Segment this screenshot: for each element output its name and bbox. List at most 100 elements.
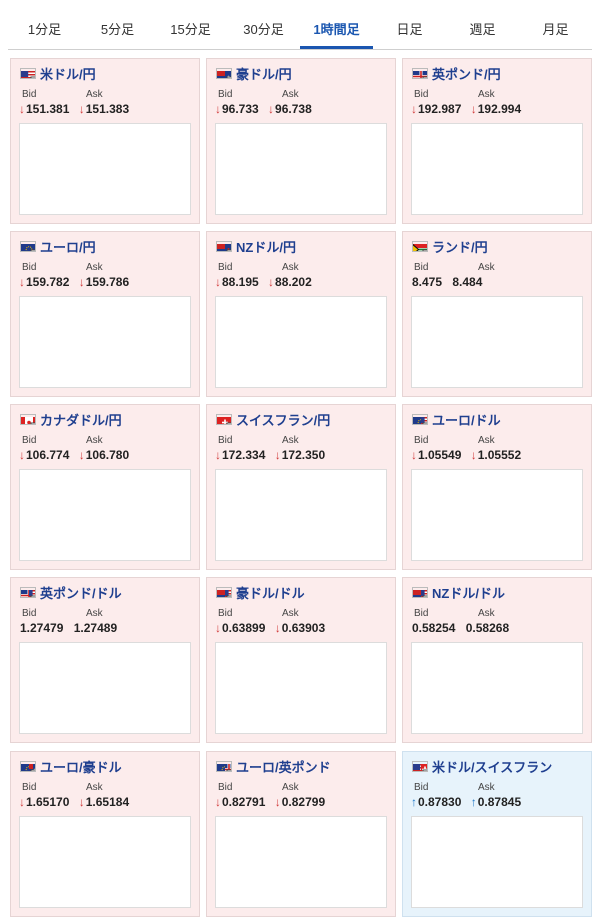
price-chart[interactable] (19, 469, 191, 561)
price-direction-icon: ↓ (78, 795, 85, 809)
currency-card[interactable]: 1.651.6451.641.63516:004:0016:00 ユーロ/豪ドル… (10, 751, 200, 917)
us-flag-icon: 151.5151150.515016:004:0016:00 (20, 67, 36, 79)
price-direction-icon: ↓ (268, 275, 275, 289)
pair-name-link[interactable]: スイスフラン/円 (236, 412, 331, 428)
pair-name-link[interactable]: カナダドル/円 (40, 412, 122, 428)
candlestick-chart (20, 470, 192, 562)
tab-5min[interactable]: 5分足 (100, 22, 135, 37)
card-header: 0.880.8780.87616:004:0016:00 米ドル/スイスフラン (412, 758, 553, 775)
price-chart[interactable] (215, 296, 387, 388)
plot-frame (30, 422, 35, 424)
ask-price: 1.05552 (477, 448, 522, 462)
price-chart[interactable] (215, 642, 387, 734)
ask-value: ↓1.65184 (79, 795, 129, 809)
plot-frame (30, 76, 35, 78)
pair-name-link[interactable]: 英ポンド/ドル (40, 585, 122, 601)
pair-name-link[interactable]: 英ポンド/円 (432, 66, 501, 82)
pair-name-link[interactable]: 豪ドル/ドル (236, 585, 305, 601)
ask-value: ↓0.63903 (275, 621, 325, 635)
price-values: ↓192.987 ↓192.994 (411, 102, 527, 116)
price-labels: Bid Ask (22, 608, 103, 619)
pair-name-link[interactable]: ユーロ/ドル (432, 412, 501, 428)
pair-name-link[interactable]: ユーロ/豪ドル (40, 759, 122, 775)
price-chart[interactable] (215, 469, 387, 561)
price-direction-icon: ↑ (470, 795, 477, 809)
currency-card[interactable]: 151.5151150.515016:004:0016:00 米ドル/円 Bid… (10, 58, 200, 224)
candlestick-chart (216, 470, 388, 562)
ask-price: 88.202 (275, 275, 312, 289)
currency-card[interactable]: 0.8290.8280.82716:004:0016:00 ユーロ/英ポンド B… (206, 751, 396, 917)
bid-price: 1.65170 (26, 795, 70, 809)
tab-1hour[interactable]: 1時間足 (300, 14, 373, 49)
ask-value: ↓96.738 (268, 102, 312, 116)
price-chart[interactable] (411, 642, 583, 734)
bid-price: 159.782 (26, 275, 70, 289)
bid-price: 88.195 (222, 275, 259, 289)
au-us-flag-icon: 0.6460.6440.6420.640.63816:004:0016:00 (216, 586, 232, 598)
bid-label: Bid (414, 262, 429, 273)
candlestick-chart (20, 297, 192, 389)
tab-weekly[interactable]: 週足 (469, 22, 496, 37)
price-chart[interactable] (19, 642, 191, 734)
price-chart[interactable] (411, 123, 583, 215)
tab-monthly[interactable]: 月足 (542, 22, 569, 37)
currency-card[interactable]: 107106.510616:004:0016:00 カナダドル/円 Bid Ask… (10, 404, 200, 570)
currency-card[interactable]: 1.281.2781.2761.2741.27216:004:0016:00 英… (10, 577, 200, 743)
pair-name-link[interactable]: ユーロ/円 (40, 239, 96, 255)
price-chart[interactable] (411, 469, 583, 561)
price-chart[interactable] (19, 296, 191, 388)
price-values: ↓1.65170 ↓1.65184 (19, 795, 135, 809)
plot-frame (422, 249, 427, 251)
pair-name-link[interactable]: NZドル/円 (236, 239, 296, 255)
pair-name-link[interactable]: ユーロ/英ポンド (236, 759, 331, 775)
tab-15min[interactable]: 15分足 (170, 22, 211, 37)
pair-name-link[interactable]: 米ドル/円 (40, 66, 96, 82)
us-ch-flag-icon: 0.880.8780.87616:004:0016:00 (412, 760, 428, 772)
bid-label: Bid (22, 435, 37, 446)
price-values: ↓96.733 ↓96.738 (215, 102, 318, 116)
currency-card[interactable]: 0.6460.6440.6420.640.63816:004:0016:00 豪… (206, 577, 396, 743)
candlestick-chart (216, 817, 388, 909)
eu-uk-flag-icon: 0.8290.8280.82716:004:0016:00 (216, 760, 232, 772)
currency-card[interactable]: 1.0581.0561.05416:004:0016:00 ユーロ/ドル Bid… (402, 404, 592, 570)
bid-price: 192.987 (418, 102, 462, 116)
currency-card[interactable]: 8988.58887.58716:004:0016:00 NZドル/円 Bid A… (206, 231, 396, 397)
bid-value: ↑0.87830 (411, 795, 461, 809)
currency-card[interactable]: 0.5880.5860.5840.58216:004:0016:00 NZドル/… (402, 577, 592, 743)
price-chart[interactable] (215, 816, 387, 908)
currency-card[interactable]: 8.58.48.316:004:0016:00 ランド/円 Bid Ask 8.4… (402, 231, 592, 397)
currency-card[interactable]: 979616:004:0016:00 豪ドル/円 Bid Ask ↓96.733 … (206, 58, 396, 224)
pair-name-link[interactable]: 豪ドル/円 (236, 66, 292, 82)
ask-label: Ask (86, 262, 103, 273)
price-direction-icon: ↑ (411, 795, 417, 809)
price-labels: Bid Ask (414, 782, 495, 793)
pair-name-link[interactable]: NZドル/ドル (432, 585, 505, 601)
ch-flag-icon: 17217116:004:0016:00 (216, 413, 232, 425)
price-chart[interactable] (215, 123, 387, 215)
bid-label: Bid (22, 782, 37, 793)
price-values: ↓0.63899 ↓0.63903 (215, 621, 331, 635)
price-chart[interactable] (19, 816, 191, 908)
price-chart[interactable] (411, 296, 583, 388)
ask-value: ↓1.05552 (471, 448, 521, 462)
price-labels: Bid Ask (414, 262, 495, 273)
candlestick-chart (216, 297, 388, 389)
price-chart[interactable] (411, 816, 583, 908)
tab-daily[interactable]: 日足 (396, 22, 423, 37)
price-direction-icon: ↓ (19, 795, 25, 809)
tab-1min[interactable]: 1分足 (27, 22, 62, 37)
currency-card[interactable]: 0.880.8780.87616:004:0016:00 米ドル/スイスフラン … (402, 751, 592, 917)
ask-label: Ask (478, 262, 495, 273)
nz-us-flag-icon: 0.5880.5860.5840.58216:004:0016:00 (412, 586, 428, 598)
candlestick-chart (20, 643, 192, 735)
pair-name-link[interactable]: 米ドル/スイスフラン (432, 759, 553, 775)
price-direction-icon: ↓ (19, 102, 25, 116)
price-values: ↓1.05549 ↓1.05552 (411, 448, 527, 462)
price-chart[interactable] (19, 123, 191, 215)
pair-name-link[interactable]: ランド/円 (432, 239, 488, 255)
tab-30min[interactable]: 30分足 (243, 22, 284, 37)
price-direction-icon: ↓ (78, 448, 85, 462)
